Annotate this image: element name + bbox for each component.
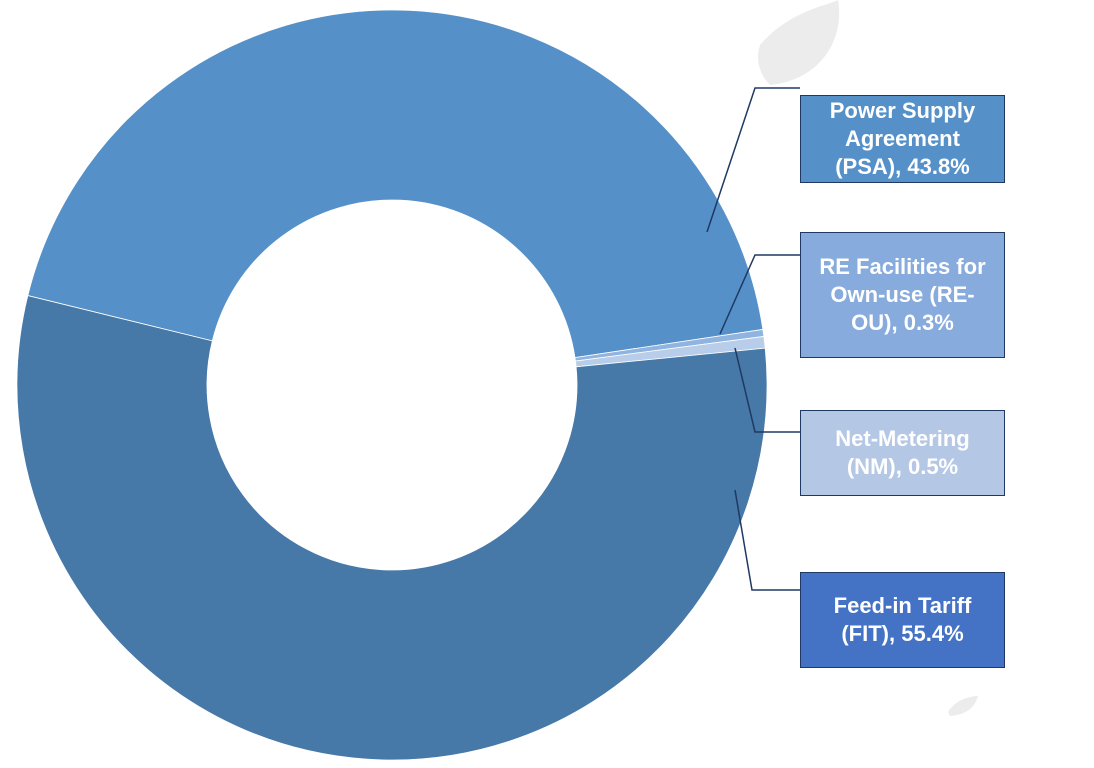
leaf-decoration [758, 0, 840, 85]
data-label: Power Supply Agreement (PSA)43.8% [800, 95, 1005, 183]
leader-line [734, 347, 800, 433]
donut [16, 9, 768, 761]
leader-line [706, 87, 800, 233]
data-label: RE Facilities for Own-use (RE-OU)0.3% [800, 232, 1005, 358]
data-label: Feed-in Tariff (FIT)55.4% [800, 572, 1005, 668]
donut-slice [27, 9, 764, 359]
leader-line [734, 489, 800, 591]
data-label: Net-Metering (NM)0.5% [800, 410, 1005, 496]
donut-slice [16, 295, 768, 761]
leader-line [719, 254, 800, 335]
leader-lines [706, 87, 800, 591]
leaf-decoration [948, 696, 978, 716]
